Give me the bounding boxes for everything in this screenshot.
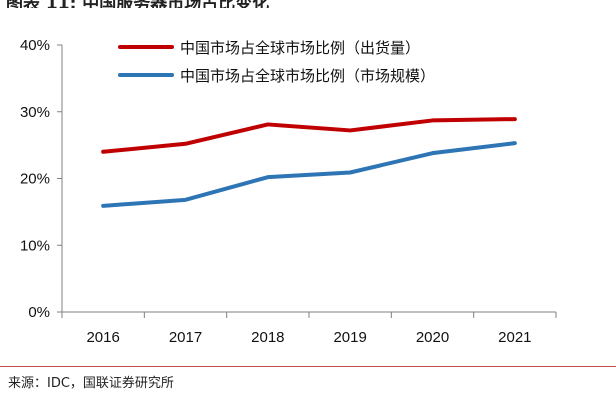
series-lines (101, 117, 517, 208)
x-tick-label: 2019 (333, 329, 366, 346)
x-axis: 2016 2017 2018 2019 2020 2021 (61, 311, 557, 346)
y-tick-label: 20% (20, 171, 50, 188)
series-line-2 (101, 141, 517, 208)
line-chart: 0%10%20%30%40% 2016 2017 2018 2019 2020 2021 … (20, 37, 557, 346)
y-tick-label: 10% (20, 237, 50, 254)
y-axis: 0% 10% 20% 30% 40% (20, 37, 63, 321)
chart-caption: 图表 11: 中国服务器市场占比变化 (6, 0, 269, 8)
source-note: 来源：IDC，国联证券研究所 (8, 376, 174, 391)
series-line-1 (101, 117, 517, 154)
footer-divider (0, 366, 616, 367)
x-tick-label: 2020 (416, 329, 449, 346)
x-tick-label: 2018 (251, 329, 284, 346)
x-tick-label: 2017 (169, 329, 202, 346)
y-tick-label: 0% (28, 304, 50, 321)
legend: 中国市场占全球市场比例（出货量） 中国市场占全球市场比例（市场规模） (118, 39, 435, 85)
x-tick-label: 2021 (498, 329, 531, 346)
legend-label: 中国市场占全球市场比例（市场规模） (180, 67, 435, 85)
x-tick-label: 2016 (86, 329, 119, 346)
chart-caption-strip: 图表 11: 中国服务器市场占比变化 (0, 0, 616, 8)
y-tick-label: 40% (20, 37, 50, 54)
y-tick-label: 30% (20, 104, 50, 121)
legend-label: 中国市场占全球市场比例（出货量） (180, 39, 420, 57)
